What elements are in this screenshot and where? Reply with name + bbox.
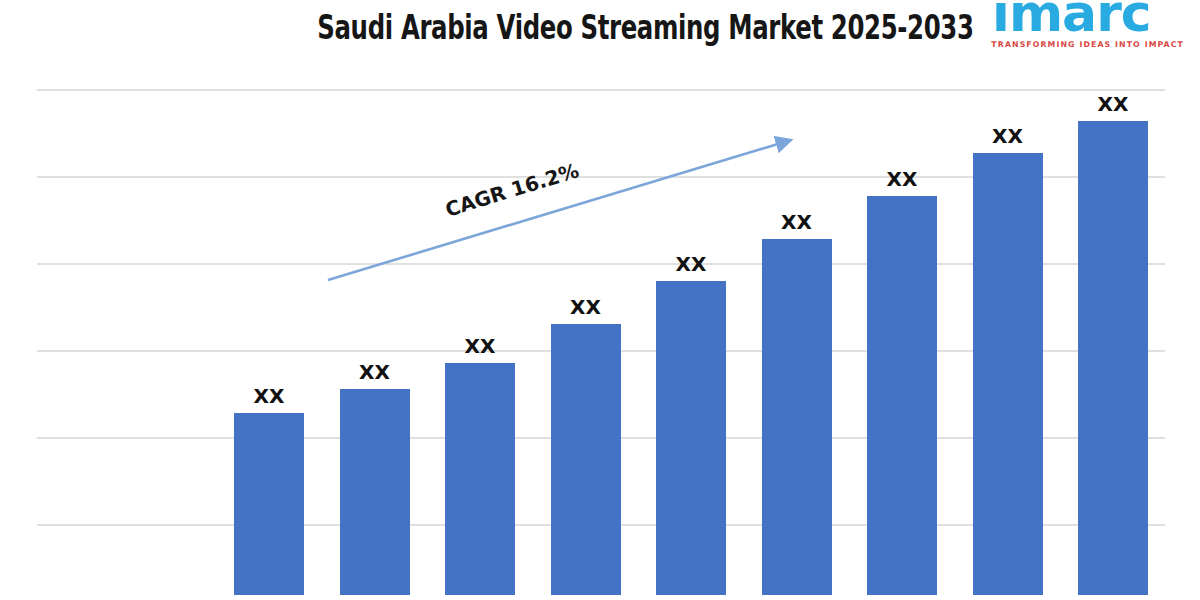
bar-label: XX [445, 334, 515, 358]
bar-label: XX [1078, 92, 1148, 116]
bar-label: XX [656, 252, 726, 276]
bar [867, 196, 937, 595]
bar-label: XX [867, 167, 937, 191]
chart-title: Saudi Arabia Video Streaming Market 2025… [317, 9, 973, 47]
bar-label: XX [762, 210, 832, 234]
cagr-annotation: CAGR 16.2% [442, 158, 581, 221]
bar [340, 389, 410, 595]
bar [973, 153, 1043, 595]
gridline [37, 89, 1165, 91]
bar [551, 324, 621, 595]
imarc-logo: imarc TRANSFORMING IDEAS INTO IMPACT [991, 0, 1184, 49]
bar [1078, 121, 1148, 595]
bar [656, 281, 726, 595]
chart-page: Saudi Arabia Video Streaming Market 2025… [0, 0, 1200, 600]
bar [445, 363, 515, 595]
bar-label: XX [340, 360, 410, 384]
bar-label: XX [973, 124, 1043, 148]
imarc-logo-tagline: TRANSFORMING IDEAS INTO IMPACT [991, 40, 1184, 49]
imarc-logo-wordmark: imarc [991, 0, 1151, 37]
bar [234, 413, 304, 595]
bar-label: XX [551, 295, 621, 319]
bar-label: XX [234, 384, 304, 408]
bar [762, 239, 832, 595]
